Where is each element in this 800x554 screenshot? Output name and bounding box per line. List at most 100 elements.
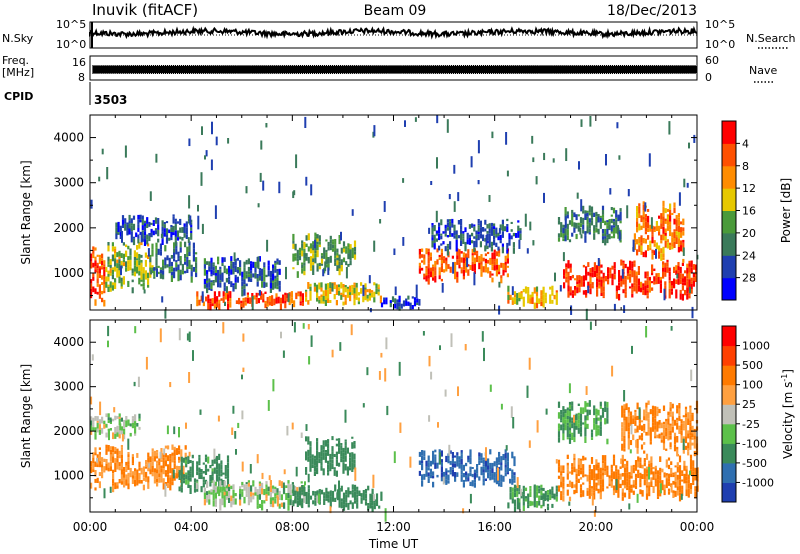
ytick-label-power: 4000	[53, 131, 84, 145]
scatter-sparse-velocity	[90, 321, 693, 522]
colorbar-swatch-velocity-2	[722, 443, 736, 464]
scatter-region-power-0	[90, 246, 106, 307]
freq-label-line2: [MHz]	[2, 66, 34, 79]
colorbar-swatch-velocity-6	[722, 365, 736, 386]
scatter-region-velocity-5	[305, 436, 356, 477]
colorbar-swatch-power-3	[722, 210, 736, 234]
xtick-label: 00:00	[680, 520, 715, 534]
xtick-label: 00:00	[73, 520, 108, 534]
cpid-value: 3503	[94, 93, 127, 107]
scatter-region-power-6	[305, 282, 382, 306]
colorbar-tick-velocity: 100	[742, 379, 763, 392]
colorbar-swatch-power-6	[722, 143, 736, 167]
scatter-panel-velocity	[90, 321, 699, 522]
ytick-label-power: 3000	[53, 176, 84, 190]
cpid-label: CPID	[4, 90, 33, 103]
colorbar-tick-velocity: -25	[742, 418, 760, 431]
colorbar-tick-velocity: -500	[742, 457, 767, 470]
scatter-region-power-14	[557, 205, 622, 246]
scatter-region-velocity-7	[507, 484, 558, 513]
colorbar-tick-power: 12	[742, 182, 756, 195]
date-label: 18/Dec/2013	[607, 3, 697, 19]
scatter-region-power-8	[380, 295, 421, 311]
beam-label: Beam 09	[364, 3, 427, 19]
scatter-sparse-power	[90, 115, 699, 320]
xtick-label: 16:00	[477, 520, 512, 534]
colorbar-swatch-velocity-8	[722, 326, 736, 347]
scatter-region-power-9	[418, 248, 509, 285]
scatter-region-power-12	[563, 259, 698, 301]
scatter-region-power-1	[105, 242, 154, 294]
colorbar-swatch-velocity-0	[722, 482, 736, 503]
ytick-label-power: 2000	[53, 221, 84, 235]
scatter-region-velocity-8	[557, 453, 699, 502]
nave-trace	[92, 65, 696, 74]
scatter-region-velocity-10	[557, 400, 609, 445]
scatter-region-power-5	[203, 256, 281, 297]
colorbar-tick-power: 24	[742, 249, 756, 262]
scatter-region-power-11	[507, 285, 558, 309]
xtick-label: 12:00	[376, 520, 411, 534]
ytick-label-velocity: 1000	[53, 469, 84, 483]
xtick-label: 08:00	[275, 520, 310, 534]
scatter-region-power-4	[196, 291, 304, 311]
freq-tick-bottom: 8	[78, 71, 85, 84]
colorbar-frame-velocity	[721, 325, 737, 503]
nsearch-tick-top: 10^5	[705, 18, 735, 31]
xlabel: Time UT	[368, 537, 419, 551]
ylabel-power: Slant Range [km]	[19, 160, 33, 264]
colorbar-tick-power: 8	[742, 160, 749, 173]
colorbar-tick-velocity: -100	[742, 437, 767, 450]
freq-tick-top: 16	[72, 56, 86, 69]
scatter-region-power-7	[292, 232, 357, 278]
ytick-label-power: 1000	[53, 266, 84, 280]
colorbar-label-power: Power [dB]	[779, 178, 793, 243]
colorbar-swatch-power-5	[722, 165, 736, 189]
colorbar-label-velocity: Velocity [m s-1]	[780, 369, 795, 459]
colorbar-swatch-power-4	[722, 188, 736, 211]
colorbar-swatch-power-1	[722, 255, 736, 279]
colorbar-swatch-velocity-5	[722, 384, 736, 405]
nsearch-tick-bottom: 10^0	[705, 38, 735, 51]
colorbar-tick-power: 4	[742, 137, 749, 150]
nsky-label: N.Sky	[2, 32, 34, 45]
scatter-region-velocity-1	[90, 413, 141, 440]
colorbar-swatch-power-0	[722, 277, 736, 301]
colorbar-swatch-velocity-1	[722, 462, 736, 483]
ytick-label-velocity: 4000	[53, 335, 84, 349]
ytick-label-velocity: 3000	[53, 380, 84, 394]
colorbar-tick-velocity: -1000	[742, 476, 774, 489]
colorbar-swatch-power-2	[722, 232, 736, 256]
colorbar-tick-velocity: 500	[742, 359, 763, 372]
colorbar-tick-velocity: 1000	[742, 340, 770, 353]
colorbar-tick-power: 16	[742, 205, 756, 218]
nsky-tick-top: 10^5	[56, 18, 86, 31]
scatter-region-velocity-6	[418, 449, 516, 488]
scatter-region-power-13	[633, 200, 685, 263]
scatter-region-velocity-0	[90, 444, 187, 493]
scatter-region-velocity-2	[178, 453, 230, 497]
scatter-region-velocity-9	[621, 400, 699, 457]
colorbar-swatch-power-7	[722, 121, 736, 144]
colorbar-swatch-velocity-7	[722, 345, 736, 366]
scatter-region-power-10	[431, 218, 522, 256]
ylabel-velocity: Slant Range [km]	[19, 364, 33, 468]
nave-tick-bottom: 0	[705, 71, 712, 84]
ytick-label-velocity: 2000	[53, 424, 84, 438]
colorbar-swatch-velocity-3	[722, 423, 736, 444]
nsky-trace	[89, 25, 698, 40]
colorbar-tick-power: 28	[742, 272, 756, 285]
scatter-region-power-2	[153, 241, 198, 283]
nsky-tick-bottom: 10^0	[56, 38, 86, 51]
freq-label-line1: Freq.	[2, 54, 29, 67]
nave-label: Nave	[749, 64, 777, 77]
nave-tick-top: 60	[705, 54, 719, 67]
colorbar-swatch-velocity-4	[722, 404, 736, 425]
xtick-label: 20:00	[579, 520, 614, 534]
colorbar-tick-velocity: 25	[742, 398, 756, 411]
radar-title: Inuvik (fitACF)	[92, 1, 198, 19]
nsearch-label: N.Search	[746, 32, 796, 45]
scatter-region-power-3	[115, 214, 193, 247]
scatter-panel-power	[90, 115, 699, 320]
